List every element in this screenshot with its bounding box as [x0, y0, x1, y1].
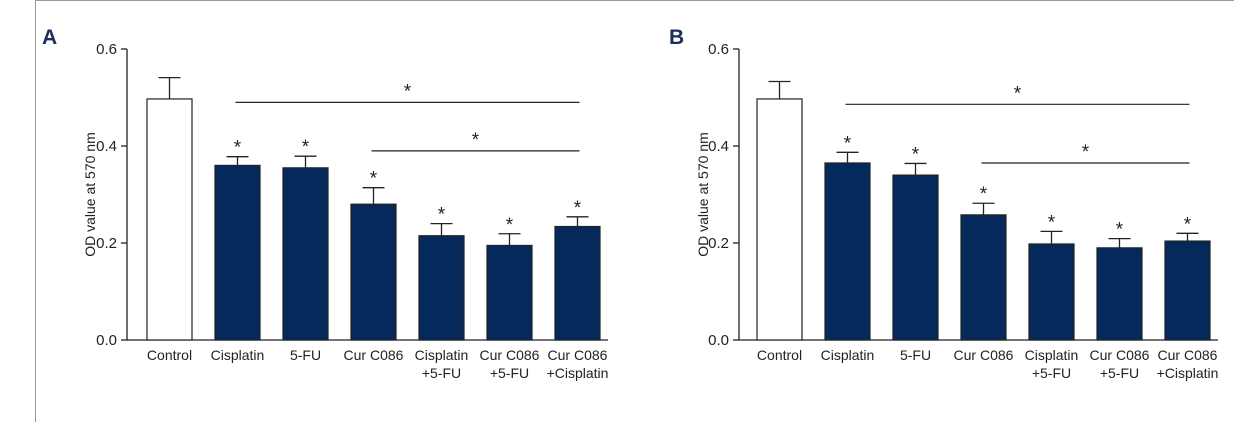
- bar: [214, 164, 261, 341]
- bar: [756, 98, 803, 341]
- y-tick-label: 0.6: [96, 41, 117, 58]
- bar: [350, 203, 397, 341]
- category-label: Cisplatin: [821, 347, 875, 363]
- panel-label: A: [42, 26, 57, 49]
- bar: [892, 174, 939, 341]
- bracket-star: *: [1082, 142, 1090, 163]
- bar: [960, 214, 1007, 341]
- bar: [824, 162, 871, 341]
- category-label: Cur C086: [1158, 347, 1218, 363]
- y-tick-label: 0.4: [708, 138, 729, 155]
- category-label: Cur C086: [548, 347, 608, 363]
- category-label: Control: [757, 347, 802, 363]
- significance-star: *: [302, 137, 310, 158]
- bar: [282, 167, 329, 341]
- bar: [146, 98, 193, 341]
- bracket-star: *: [1014, 83, 1022, 104]
- bracket-star: *: [404, 81, 412, 102]
- significance-star: *: [234, 138, 242, 159]
- category-label: Cisplatin: [1025, 347, 1079, 363]
- y-tick-label: 0.0: [708, 332, 729, 349]
- chart-panel-a: A OD value at 570 nm 0.0 0.2 0.4 0.6 Control * C…: [42, 26, 608, 381]
- category-label: +Cisplatin: [1157, 365, 1219, 381]
- significance-star: *: [1184, 214, 1192, 235]
- category-label: Cur C086: [954, 347, 1014, 363]
- bar: [1096, 247, 1143, 341]
- significance-star: *: [370, 169, 378, 190]
- significance-star: *: [1048, 212, 1056, 233]
- category-label: Cisplatin: [415, 347, 469, 363]
- y-axis-label: OD value at 570 nm: [695, 132, 711, 257]
- significance-star: *: [912, 144, 920, 165]
- bar: [554, 225, 601, 341]
- category-label: Cur C086: [480, 347, 540, 363]
- chart-panel-b: B OD value at 570 nm 0.0 0.2 0.4 0.6 Control * C…: [669, 26, 1218, 381]
- significance-star: *: [980, 184, 988, 205]
- bracket-star: *: [472, 130, 480, 151]
- bar: [1028, 243, 1075, 341]
- significance-star: *: [574, 198, 582, 219]
- y-tick-label: 0.2: [708, 235, 729, 252]
- significance-star: *: [506, 215, 514, 236]
- y-tick-label: 0.6: [708, 41, 729, 58]
- y-tick-label: 0.2: [96, 235, 117, 252]
- category-label: Cur C086: [1090, 347, 1150, 363]
- significance-star: *: [438, 205, 446, 226]
- bar: [1164, 240, 1211, 341]
- y-tick-label: 0.0: [96, 332, 117, 349]
- category-label: 5-FU: [290, 347, 321, 363]
- category-label: +Cisplatin: [547, 365, 609, 381]
- category-label: Control: [147, 347, 192, 363]
- category-label: Cisplatin: [211, 347, 265, 363]
- category-label: Cur C086: [344, 347, 404, 363]
- category-label: +5-FU: [1100, 365, 1139, 381]
- category-label: +5-FU: [422, 365, 461, 381]
- bar: [486, 244, 533, 341]
- significance-star: *: [844, 133, 852, 154]
- bar: [418, 235, 465, 341]
- significance-star: *: [1116, 220, 1124, 241]
- category-label: +5-FU: [490, 365, 529, 381]
- panel-label: B: [669, 26, 684, 49]
- y-tick-label: 0.4: [96, 138, 117, 155]
- category-label: 5-FU: [900, 347, 931, 363]
- y-axis-label: OD value at 570 nm: [82, 132, 98, 257]
- category-label: +5-FU: [1032, 365, 1071, 381]
